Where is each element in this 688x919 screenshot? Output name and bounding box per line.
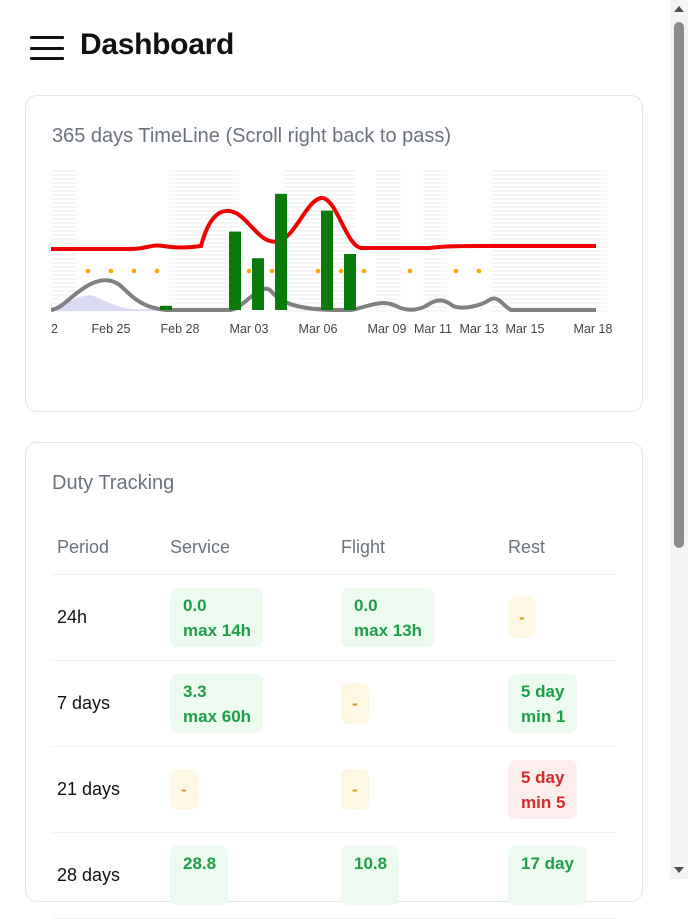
- event-dot: [361, 268, 367, 274]
- flight-badge: -: [341, 683, 369, 724]
- event-dot: [407, 268, 413, 274]
- rest-badge-value: 5 day: [521, 768, 565, 787]
- rest-area: [51, 295, 601, 311]
- rest-badge-value: 5 day: [521, 682, 565, 701]
- flight-badge: -: [341, 769, 369, 810]
- col-period: Period: [52, 520, 165, 575]
- service-badge-value: 3.3: [183, 682, 207, 701]
- event-dot: [131, 268, 137, 274]
- event-dot: [338, 268, 344, 274]
- event-dot: [453, 268, 459, 274]
- timeline-card: 365 days TimeLine (Scroll right back to …: [25, 95, 643, 412]
- rest-cell: 5 day min 5: [503, 746, 616, 833]
- app-header: Dashboard: [0, 0, 670, 90]
- service-cell: 0.0 max 14h: [165, 574, 336, 661]
- service-badge: 0.0 max 14h: [170, 588, 264, 647]
- x-tick-label: Feb 28: [161, 322, 200, 336]
- event-dot: [476, 268, 482, 274]
- table-row: 28 days 28.8 10.8 17 day: [52, 832, 616, 919]
- scroll-down-arrow-icon[interactable]: [674, 867, 684, 873]
- rest-badge: 5 day min 5: [508, 760, 578, 819]
- rest-badge-value: 17 day: [521, 854, 574, 873]
- duty-bar: [252, 258, 264, 310]
- service-badge-value: 28.8: [183, 854, 217, 873]
- duty-tracking-card: Duty Tracking Period Service Flight Rest…: [25, 442, 643, 919]
- x-tick-label: Mar 06: [299, 322, 338, 336]
- flight-cell: 0.0 max 13h: [336, 574, 503, 661]
- timeline-chart[interactable]: 22 Feb 25 Feb 28 Mar 03 Mar 06 Mar 09 Mar 11 Ma…: [51, 166, 613, 446]
- duty-bar: [160, 305, 172, 310]
- event-dot: [154, 268, 160, 274]
- flight-badge-value: 0.0: [354, 596, 378, 615]
- x-tick-label: 22: [51, 322, 58, 336]
- flight-cell: -: [336, 660, 503, 747]
- duty-bar: [321, 210, 333, 310]
- red-line: [51, 196, 596, 251]
- timeline-title: 365 days TimeLine (Scroll right back to …: [52, 125, 452, 147]
- rest-badge: -: [508, 597, 536, 638]
- service-badge-value: 0.0: [183, 596, 207, 615]
- flight-badge-limit: max 13h: [354, 621, 423, 640]
- service-badge: 3.3 max 60h: [170, 674, 264, 733]
- x-tick-label: Feb 25: [92, 322, 131, 336]
- service-badge: -: [170, 769, 198, 810]
- rest-badge-limit: min 1: [521, 707, 566, 726]
- service-badge-limit: max 60h: [183, 707, 252, 726]
- event-dot: [246, 268, 252, 274]
- x-tick-label: Mar 18: [574, 322, 613, 336]
- rest-cell: -: [503, 574, 616, 661]
- gray-line: [51, 278, 596, 312]
- flight-badge-value: 10.8: [354, 854, 388, 873]
- service-badge: 28.8: [170, 846, 229, 905]
- flight-cell: 10.8: [336, 832, 503, 919]
- period-cell: 28 days: [52, 832, 165, 919]
- event-dot: [108, 268, 114, 274]
- duty-title: Duty Tracking: [52, 472, 175, 494]
- event-dot: [269, 268, 275, 274]
- rest-cell: 5 day min 1: [503, 660, 616, 747]
- service-cell: 3.3 max 60h: [165, 660, 336, 747]
- page-title: Dashboard: [80, 28, 234, 61]
- service-cell: 28.8: [165, 832, 336, 919]
- col-service: Service: [165, 520, 336, 575]
- duty-bar: [344, 254, 356, 310]
- duty-table: Period Service Flight Rest 24h 0.0 max 14h…: [52, 520, 616, 919]
- period-cell: 24h: [52, 574, 165, 661]
- duty-bar: [229, 231, 241, 310]
- service-cell: -: [165, 746, 336, 833]
- table-row: 7 days 3.3 max 60h - 5 day min 1: [52, 660, 616, 747]
- x-tick-label: Mar 15: [506, 322, 545, 336]
- col-flight: Flight: [336, 520, 503, 575]
- col-rest: Rest: [503, 520, 616, 575]
- event-dot: [85, 268, 91, 274]
- hamburger-menu-icon[interactable]: [30, 36, 64, 60]
- x-tick-label: Mar 13: [460, 322, 499, 336]
- duty-bar: [275, 193, 287, 310]
- flight-badge: 10.8: [341, 846, 400, 905]
- table-row: 21 days - -5 day min 5: [52, 746, 616, 833]
- x-tick-label: Mar 03: [230, 322, 269, 336]
- x-tick-label: Mar 09: [368, 322, 407, 336]
- period-cell: 7 days: [52, 660, 165, 747]
- service-badge-limit: max 14h: [183, 621, 252, 640]
- duty-header-row: Period Service Flight Rest: [52, 520, 616, 575]
- flight-badge: 0.0 max 13h: [341, 588, 435, 647]
- vertical-scrollbar[interactable]: [670, 0, 688, 879]
- scroll-up-arrow-icon[interactable]: [674, 6, 684, 12]
- rest-badge-limit: min 5: [521, 793, 566, 812]
- rest-badge: 5 day min 1: [508, 674, 578, 733]
- x-tick-label: Mar 11: [414, 322, 452, 336]
- period-cell: 21 days: [52, 746, 165, 833]
- rest-badge: 17 day: [508, 846, 586, 905]
- flight-cell: -: [336, 746, 503, 833]
- rest-cell: 17 day: [503, 832, 616, 919]
- scroll-thumb[interactable]: [674, 22, 684, 548]
- event-dot: [315, 268, 321, 274]
- table-row: 24h 0.0 max 14h 0.0 max 13h -: [52, 574, 616, 661]
